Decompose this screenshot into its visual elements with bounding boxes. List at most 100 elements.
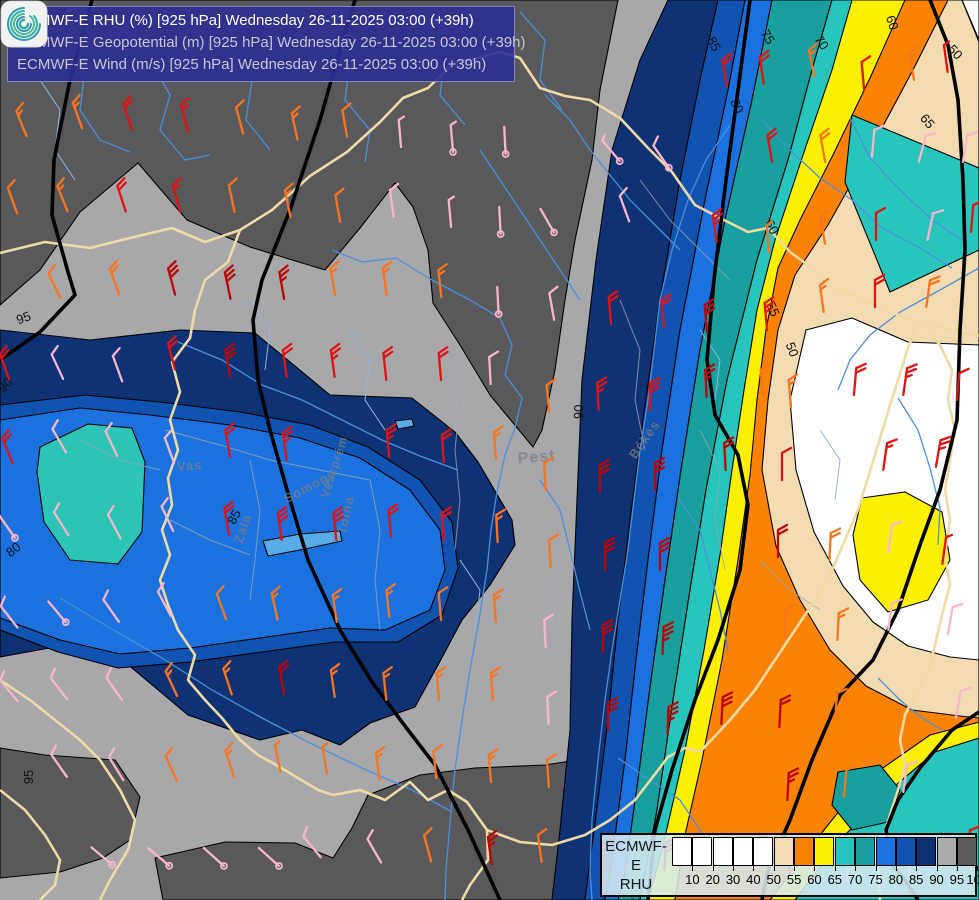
wind-barb [860, 55, 872, 91]
legend-swatch [794, 837, 815, 866]
county-border-line [759, 559, 821, 611]
wind-barb [164, 661, 179, 698]
legend-tick-label: 20 [705, 872, 720, 887]
legend-tick [794, 866, 796, 871]
wind-barb [382, 666, 394, 702]
title-box: ECMWF-E RHU (%) [925 hPa] Wednesday 26-1… [7, 6, 526, 82]
wind-barb [934, 435, 952, 468]
wind-barb [661, 621, 674, 656]
wind-barb [703, 298, 716, 334]
county-border-line [449, 349, 461, 551]
wind-barb [278, 659, 290, 695]
wind-barb [543, 613, 555, 649]
wind-barb [332, 506, 344, 542]
wind-barb [156, 581, 172, 617]
wind-barb [501, 125, 510, 158]
legend-tick [875, 866, 877, 871]
legend-product: ECMWF-E [605, 838, 667, 874]
wind-barb [223, 500, 235, 536]
legend-swatch [875, 837, 896, 866]
legend-tick [692, 866, 694, 871]
county-border-line [619, 299, 646, 451]
wind-barb [902, 363, 918, 397]
county-border-line [699, 429, 726, 571]
legend-swatch [692, 837, 713, 866]
legend-swatch [916, 837, 937, 866]
wind-barb [50, 744, 69, 778]
wind-barb [603, 536, 616, 572]
wind-barb [946, 602, 964, 635]
wind-barb [290, 105, 301, 141]
wind-barb [0, 514, 19, 542]
wind-barb [385, 583, 397, 619]
wind-barb [321, 742, 329, 775]
legend-tick [753, 866, 755, 871]
wind-barb [887, 598, 903, 632]
wind-barb [601, 133, 624, 166]
title-line-geopotential: ECMWF-E Geopotential (m) [925 hPa] Wedne… [17, 34, 526, 51]
rh-contour-label: 95 [14, 308, 33, 327]
wind-barb [329, 260, 340, 296]
wind-barbs [0, 40, 979, 882]
wind-barb [111, 346, 124, 383]
country-border-line [158, 229, 334, 797]
legend-tick-label: 30 [725, 872, 741, 887]
river-line [589, 124, 731, 900]
legend-tick-label: 70 [847, 872, 863, 887]
wind-barb [223, 264, 236, 300]
wind-barb [807, 42, 818, 78]
wind-barb [887, 520, 903, 554]
wind-barb [488, 350, 500, 386]
wind-barb [494, 285, 503, 318]
legend-swatch [895, 837, 916, 866]
wind-barb [648, 376, 661, 412]
river-line [877, 677, 943, 731]
river-line [837, 267, 979, 391]
wind-barb [224, 422, 236, 458]
wind-barb [105, 667, 124, 701]
legend-swatch [753, 837, 774, 866]
stream-line [819, 429, 841, 501]
legend-label-block: ECMWF-E RHU % [604, 837, 668, 900]
legend-tick [712, 866, 714, 871]
rh-contour-label: 85 [704, 34, 724, 54]
legend: ECMWF-E RHU % 10 20 30 40 50 55 60 65 70 75 80 85 90… [600, 833, 979, 900]
legend-swatch [834, 837, 855, 866]
wind-barb [961, 130, 979, 163]
wind-barb [382, 346, 394, 382]
wind-barb [281, 425, 293, 462]
wind-barb [711, 207, 723, 244]
wind-barb [765, 220, 774, 254]
wind-barb [102, 589, 121, 623]
title-line-wind: ECMWF-E Wind (m/s) [925 hPa] Wednesday 2… [17, 56, 487, 73]
rh-contour-label: 60 [883, 13, 902, 31]
stream-line [699, 329, 721, 401]
rh-contour-label: 75 [758, 27, 778, 47]
wind-barb [763, 296, 775, 332]
wind-barb [539, 207, 558, 237]
county-border-line [369, 479, 381, 631]
river-line [544, 94, 681, 251]
wind-barb [122, 95, 133, 131]
legend-param: RHU [619, 876, 653, 893]
wind-barb [388, 182, 400, 219]
wind-barb [49, 667, 69, 701]
wind-barb [366, 829, 383, 864]
rh-contour-label: 80 [727, 96, 747, 116]
wind-barb [653, 456, 666, 492]
legend-tick-label: 80 [888, 872, 904, 887]
wind-barb [166, 335, 178, 371]
wind-barb [842, 764, 857, 799]
wind-barb [329, 662, 341, 699]
wind-barb [381, 260, 393, 297]
wind-barb [704, 363, 716, 399]
wind-barb [720, 691, 734, 726]
wind-barb [492, 588, 504, 624]
wind-barb [15, 101, 28, 138]
river-line [519, 11, 563, 111]
wind-barb [47, 600, 70, 627]
wind-barb [596, 376, 608, 412]
legend-swatch [773, 837, 794, 866]
wind-barb [435, 666, 447, 702]
